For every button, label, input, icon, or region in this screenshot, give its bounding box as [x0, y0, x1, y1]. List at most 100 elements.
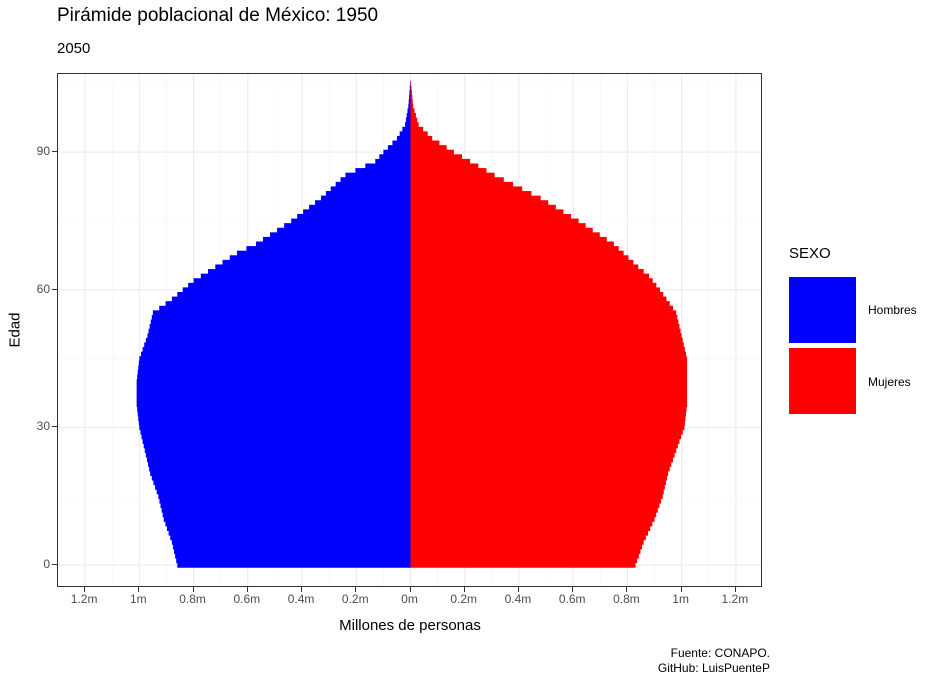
- bar-hombres: [345, 172, 411, 178]
- bar-mujeres: [410, 544, 643, 550]
- legend-key-mujeres: [789, 348, 856, 414]
- bar-hombres: [171, 296, 411, 302]
- bar-mujeres: [410, 425, 685, 431]
- bar-mujeres: [410, 131, 428, 137]
- bar-mujeres: [410, 80, 412, 86]
- bar-hombres: [291, 218, 411, 224]
- bar-hombres: [408, 99, 411, 105]
- bar-mujeres: [410, 521, 653, 527]
- bar-mujeres: [410, 553, 639, 559]
- bar-mujeres: [410, 461, 672, 467]
- x-tick-mark: [301, 587, 303, 592]
- bar-hombres: [144, 342, 411, 348]
- bar-hombres: [309, 204, 411, 210]
- bar-mujeres: [410, 177, 504, 183]
- x-tick-mark: [626, 587, 628, 592]
- bar-mujeres: [410, 438, 680, 444]
- bar-mujeres: [410, 498, 662, 504]
- bar-hombres: [152, 310, 411, 316]
- bar-mujeres: [410, 94, 413, 100]
- bar-hombres: [340, 177, 411, 183]
- legend-title: SEXO: [789, 245, 831, 262]
- bar-mujeres: [410, 388, 688, 394]
- bar-hombres: [365, 163, 411, 169]
- bar-mujeres: [410, 259, 634, 265]
- bar-mujeres: [410, 90, 412, 96]
- bar-hombres: [284, 223, 411, 229]
- bar-hombres: [167, 526, 411, 532]
- bar-mujeres: [410, 337, 683, 343]
- pyramid-plot: [58, 74, 761, 586]
- bar-mujeres: [410, 135, 433, 141]
- bar-hombres: [182, 287, 411, 293]
- bar-hombres: [145, 337, 411, 343]
- x-tick-mark: [409, 587, 411, 592]
- bar-mujeres: [410, 264, 639, 270]
- bar-mujeres: [410, 379, 688, 385]
- bar-hombres: [140, 429, 411, 435]
- bar-hombres: [200, 273, 411, 279]
- x-tick-label: 0.4m: [504, 592, 532, 606]
- bar-hombres: [136, 392, 411, 398]
- bar-mujeres: [410, 168, 487, 174]
- bar-hombres: [177, 291, 411, 297]
- bar-mujeres: [410, 246, 619, 252]
- bar-mujeres: [410, 236, 607, 242]
- bar-hombres: [163, 516, 411, 522]
- bar-mujeres: [410, 415, 686, 421]
- bar-hombres: [136, 397, 411, 403]
- bar-hombres: [297, 213, 411, 219]
- y-tick-label: 60: [36, 281, 50, 296]
- bar-hombres: [138, 360, 411, 366]
- bar-mujeres: [410, 374, 688, 380]
- bar-mujeres: [410, 411, 686, 417]
- bar-hombres: [408, 103, 411, 109]
- bar-hombres: [236, 250, 411, 256]
- bar-hombres: [139, 425, 411, 431]
- x-tick-mark: [84, 587, 86, 592]
- bar-hombres: [406, 113, 411, 118]
- bar-hombres: [159, 305, 411, 311]
- bar-hombres: [136, 379, 411, 385]
- bar-hombres: [149, 324, 411, 330]
- x-tick-mark: [246, 587, 248, 592]
- bar-mujeres: [410, 158, 471, 164]
- x-tick-label: 0.2m: [341, 592, 369, 606]
- bar-mujeres: [410, 548, 641, 554]
- bar-hombres: [141, 434, 411, 440]
- bar-hombres: [321, 195, 411, 201]
- bar-hombres: [137, 406, 411, 412]
- bar-mujeres: [410, 535, 646, 541]
- bar-mujeres: [410, 172, 495, 178]
- bar-hombres: [262, 236, 411, 242]
- bar-hombres: [150, 319, 411, 325]
- x-tick-label: 0.8m: [613, 592, 640, 606]
- y-tick-mark: [52, 151, 57, 153]
- bar-mujeres: [410, 103, 414, 109]
- x-tick-label: 0.4m: [287, 592, 315, 606]
- bar-mujeres: [410, 434, 682, 440]
- bar-mujeres: [410, 113, 416, 118]
- bar-mujeres: [410, 360, 688, 366]
- bar-hombres: [270, 232, 411, 238]
- bar-hombres: [402, 126, 411, 132]
- bar-hombres: [153, 480, 411, 486]
- bar-hombres: [138, 365, 411, 371]
- bar-mujeres: [410, 149, 454, 155]
- x-tick-label: 0.6m: [558, 592, 586, 606]
- bar-hombres: [375, 158, 411, 164]
- bar-hombres: [142, 347, 411, 353]
- bar-hombres: [188, 282, 411, 288]
- bar-mujeres: [410, 145, 447, 151]
- bar-hombres: [136, 402, 411, 408]
- bar-hombres: [143, 443, 411, 449]
- y-tick-mark: [52, 426, 57, 428]
- bar-hombres: [136, 383, 411, 389]
- bar-hombres: [208, 269, 411, 275]
- bar-hombres: [146, 457, 411, 463]
- bar-mujeres: [410, 392, 688, 398]
- bar-hombres: [175, 553, 411, 559]
- bar-hombres: [162, 512, 411, 518]
- y-tick-label: 30: [36, 419, 50, 434]
- x-tick-label: 1.2m: [70, 592, 98, 606]
